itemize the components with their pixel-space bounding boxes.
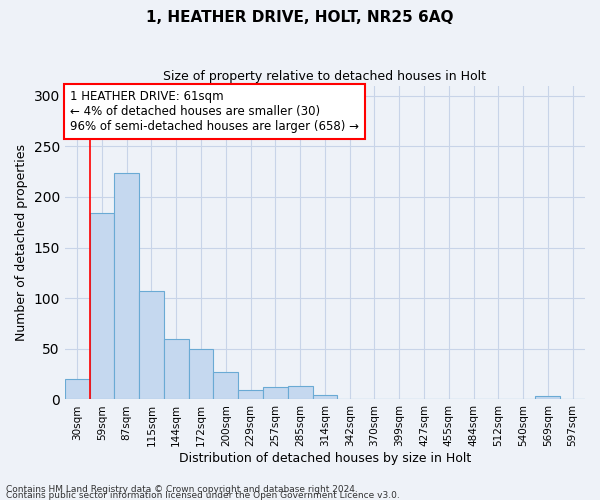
- Bar: [65, 379, 89, 400]
- Bar: [164, 338, 188, 400]
- Bar: [214, 372, 238, 400]
- X-axis label: Distribution of detached houses by size in Holt: Distribution of detached houses by size …: [179, 452, 471, 465]
- Bar: [238, 390, 263, 400]
- Bar: [115, 172, 139, 400]
- Bar: [188, 349, 214, 400]
- Text: 1 HEATHER DRIVE: 61sqm
← 4% of detached houses are smaller (30)
96% of semi-deta: 1 HEATHER DRIVE: 61sqm ← 4% of detached …: [70, 90, 359, 134]
- Bar: [313, 396, 337, 400]
- Bar: [89, 213, 115, 400]
- Y-axis label: Number of detached properties: Number of detached properties: [15, 144, 28, 341]
- Bar: [535, 396, 560, 400]
- Text: 1, HEATHER DRIVE, HOLT, NR25 6AQ: 1, HEATHER DRIVE, HOLT, NR25 6AQ: [146, 10, 454, 25]
- Bar: [263, 388, 288, 400]
- Text: Contains HM Land Registry data © Crown copyright and database right 2024.: Contains HM Land Registry data © Crown c…: [6, 484, 358, 494]
- Text: Contains public sector information licensed under the Open Government Licence v3: Contains public sector information licen…: [6, 490, 400, 500]
- Bar: [288, 386, 313, 400]
- Title: Size of property relative to detached houses in Holt: Size of property relative to detached ho…: [163, 70, 487, 83]
- Bar: [139, 291, 164, 400]
